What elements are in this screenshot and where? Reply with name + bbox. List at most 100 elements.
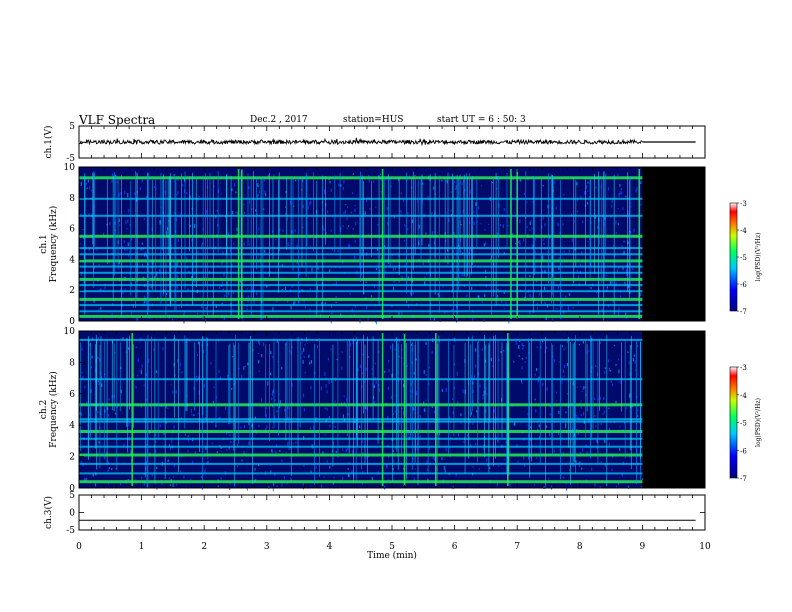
ch2-spectrogram-noise [155, 370, 157, 373]
ch1-spectrogram-noise [264, 190, 266, 194]
ch1-spectrogram-noise [460, 238, 462, 242]
ch2-spectrogram-noise [316, 345, 319, 349]
ch1-spectrogram-noise [617, 208, 619, 209]
ch1-spectrogram-noise [543, 286, 546, 290]
x-tick-label: 9 [640, 542, 646, 552]
ch1-spectrogram-noise [114, 174, 117, 177]
ch2-spectrogram-noise [460, 413, 462, 417]
ch2-spectrogram-noise [580, 405, 582, 409]
ch1-spectrogram-noise [519, 219, 521, 224]
ch1-spectrogram-noise [288, 244, 290, 246]
ch1-spectrogram-noise [307, 205, 309, 210]
ch1-spectrogram-noise [124, 247, 126, 251]
ch2-spectrogram-noise [334, 400, 336, 403]
ch2-spectrogram-noise [293, 443, 295, 445]
ch2-spectrogram-noise [393, 459, 395, 463]
ch2-spectrogram-noise [386, 465, 388, 469]
ch1-spectrogram-noise [381, 192, 383, 194]
ch1-spectrogram-noise [572, 280, 574, 285]
ch1-spectrogram-noise [587, 190, 589, 192]
ch2-spectrogram-band [79, 378, 643, 381]
ch1-spectrogram-noise [112, 173, 114, 177]
x-tick-label: 2 [201, 542, 207, 552]
ch2-spectrogram-noise [81, 372, 83, 374]
ch2-spectrogram-noise [258, 353, 260, 355]
ch2-spectrogram-noise [517, 460, 519, 464]
ch2-spectrogram-noise [169, 484, 171, 486]
ch1-spectrogram-noise [118, 218, 120, 222]
ch2-spectrogram-noise [604, 371, 606, 374]
ch1-spectrogram-noise [139, 186, 141, 191]
ch1-spectrogram-layer [79, 167, 705, 325]
ch2-spectrogram-noise [619, 426, 621, 428]
ch2-spectrogram-noise [330, 379, 332, 384]
ch1-spectrogram-noise [485, 276, 487, 279]
ch1-spectrogram-noise [187, 288, 189, 291]
ch1-spectrogram-noise [619, 183, 621, 187]
ch2-spectrogram-noise [617, 483, 620, 485]
ch2-spectrogram-noise [536, 368, 538, 372]
ch2-spectrogram-noise [470, 443, 472, 447]
ch2-spectrogram-noise [403, 383, 405, 388]
ch1-spectrogram-noise [618, 307, 620, 311]
ch1-spectrogram-noise [373, 284, 376, 288]
ch1-spectrogram-noise [577, 300, 579, 305]
ch2-spectrogram-noise [498, 358, 500, 361]
date-label: Dec.2 , 2017 [250, 115, 308, 125]
ch2-spectrogram-noise [419, 435, 421, 439]
ch2-spectrogram-noise [179, 362, 181, 367]
ch2-spectrogram-noise [549, 413, 551, 416]
ch2-spectrogram-noise [187, 438, 189, 442]
ch2-spectrogram-noise [484, 346, 486, 349]
ch2-spectrogram-noise [225, 406, 227, 411]
ch1-spectrogram-noise [480, 223, 482, 225]
ch2-spectrogram-noise [350, 342, 352, 347]
ch2-spectrogram-noise [371, 477, 373, 481]
ch2-spectrogram-noise [227, 374, 229, 378]
ch1-spectrogram-noise [627, 285, 629, 289]
ch1-spectrogram-noise [519, 240, 521, 244]
ch2-spectrogram-noise [518, 355, 520, 357]
ch1-spectrogram-noise [256, 292, 258, 296]
ch1-spectrogram-noise [406, 300, 408, 303]
ch2-spectrogram-noise [596, 446, 598, 450]
ch1-spectrogram-noise [201, 244, 203, 248]
ch1-spectrogram-noise [222, 251, 224, 255]
ch1-spectrogram-noise [177, 275, 179, 280]
ch2-spectrogram-noise [271, 450, 273, 454]
ch2-spectrogram-noise [599, 486, 601, 488]
ch2-spectrogram-noise [329, 465, 331, 469]
ch2-spectrogram-ylabel: ch.2 [39, 400, 49, 419]
ch2-spectrogram-noise [167, 459, 169, 462]
ch1-spectrogram-noise [349, 244, 351, 247]
x-tick-label: 1 [139, 542, 145, 552]
ch2-spectrogram-noise [428, 366, 430, 369]
ch2-spectrogram-noise [141, 364, 143, 368]
ch1-spectrogram-noise [136, 318, 138, 321]
ch2-spectrogram-noise [562, 369, 565, 373]
ch1-spectrogram-noise [531, 227, 533, 230]
ch1-spectrogram-noise [86, 187, 88, 190]
ch2-spectrogram-noise [207, 461, 209, 463]
ch1-spectrogram-noise [543, 242, 545, 246]
ch1-spectrogram-noise [247, 295, 249, 299]
ch2-spectrogram-noise [135, 346, 137, 348]
ch1-spectrogram-noise [111, 180, 113, 183]
ch1-spectrogram-noise [183, 189, 186, 194]
ch1-spectrogram-noise [622, 267, 624, 271]
ch1-spectrogram-noise [112, 175, 114, 177]
ch2-spectrogram-noise [155, 449, 157, 453]
ch2-spectrogram-noise [194, 451, 196, 454]
ch1-spectrogram-ylabel: Frequency (kHz) [48, 206, 59, 283]
ch1-spectrogram-noise [568, 309, 570, 311]
ch1-spectrogram-noise [530, 219, 532, 221]
ch1-spectrogram-noise [623, 240, 625, 243]
ch2-spectrogram-noise [258, 424, 260, 427]
ch2-spectrogram-noise [535, 409, 537, 413]
ch1-spectrogram-noise [407, 276, 409, 279]
ch1-spectrogram-noise [606, 288, 608, 292]
ch1-spectrogram-noise [339, 267, 341, 269]
ch1-spectrogram-noise [302, 204, 304, 209]
ch2-spectrogram-noise [634, 360, 636, 364]
ch1-spectrogram-noise [366, 305, 368, 310]
